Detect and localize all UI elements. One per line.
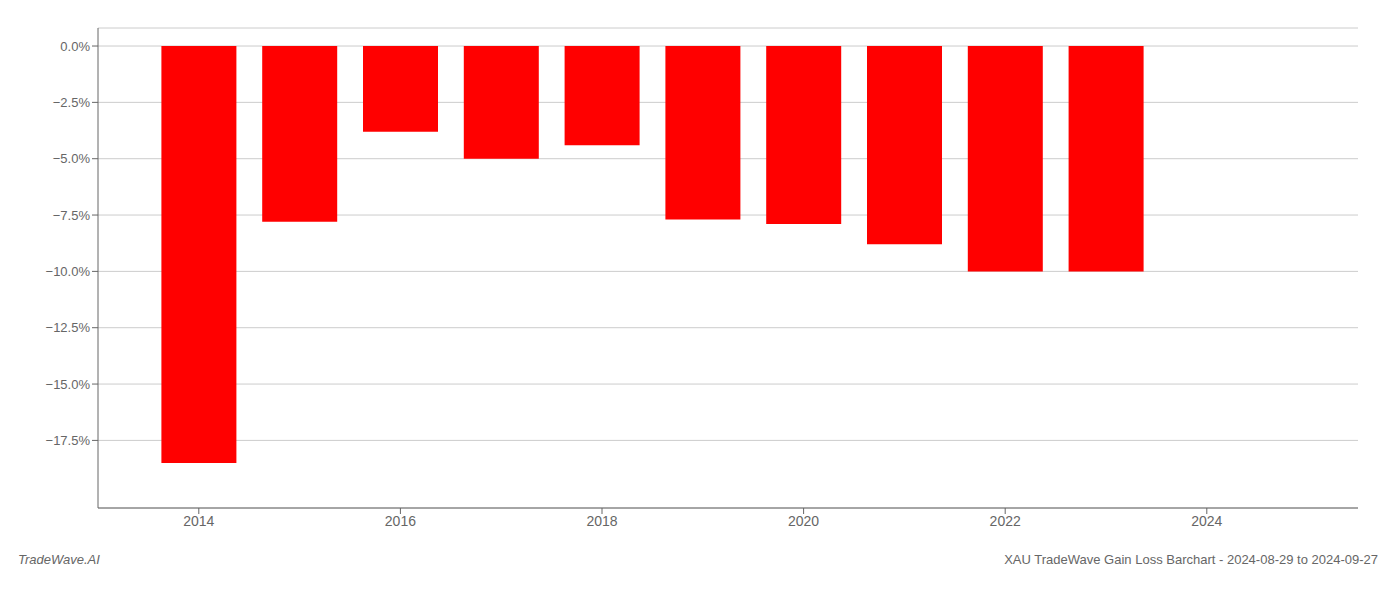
html-text:TradeWave.AI: TradeWave.AI xyxy=(18,552,100,567)
html-text:XAU TradeWave Gain Loss Barcha: XAU TradeWave Gain Loss Barchart - 2024-… xyxy=(1004,552,1378,567)
svg-text:2018: 2018 xyxy=(586,513,617,529)
svg-text:−12.5%: −12.5% xyxy=(46,320,91,335)
svg-text:2024: 2024 xyxy=(1191,513,1222,529)
svg-text:2014: 2014 xyxy=(183,513,214,529)
svg-text:2016: 2016 xyxy=(385,513,416,529)
svg-text:−7.5%: −7.5% xyxy=(53,208,91,223)
svg-text:2020: 2020 xyxy=(788,513,819,529)
svg-text:−17.5%: −17.5% xyxy=(46,433,91,448)
svg-text:2022: 2022 xyxy=(990,513,1021,529)
svg-text:−10.0%: −10.0% xyxy=(46,264,91,279)
svg-text:−2.5%: −2.5% xyxy=(53,95,91,110)
svg-text:−5.0%: −5.0% xyxy=(53,151,91,166)
svg-text:−15.0%: −15.0% xyxy=(46,377,91,392)
svg-text:0.0%: 0.0% xyxy=(60,39,90,54)
